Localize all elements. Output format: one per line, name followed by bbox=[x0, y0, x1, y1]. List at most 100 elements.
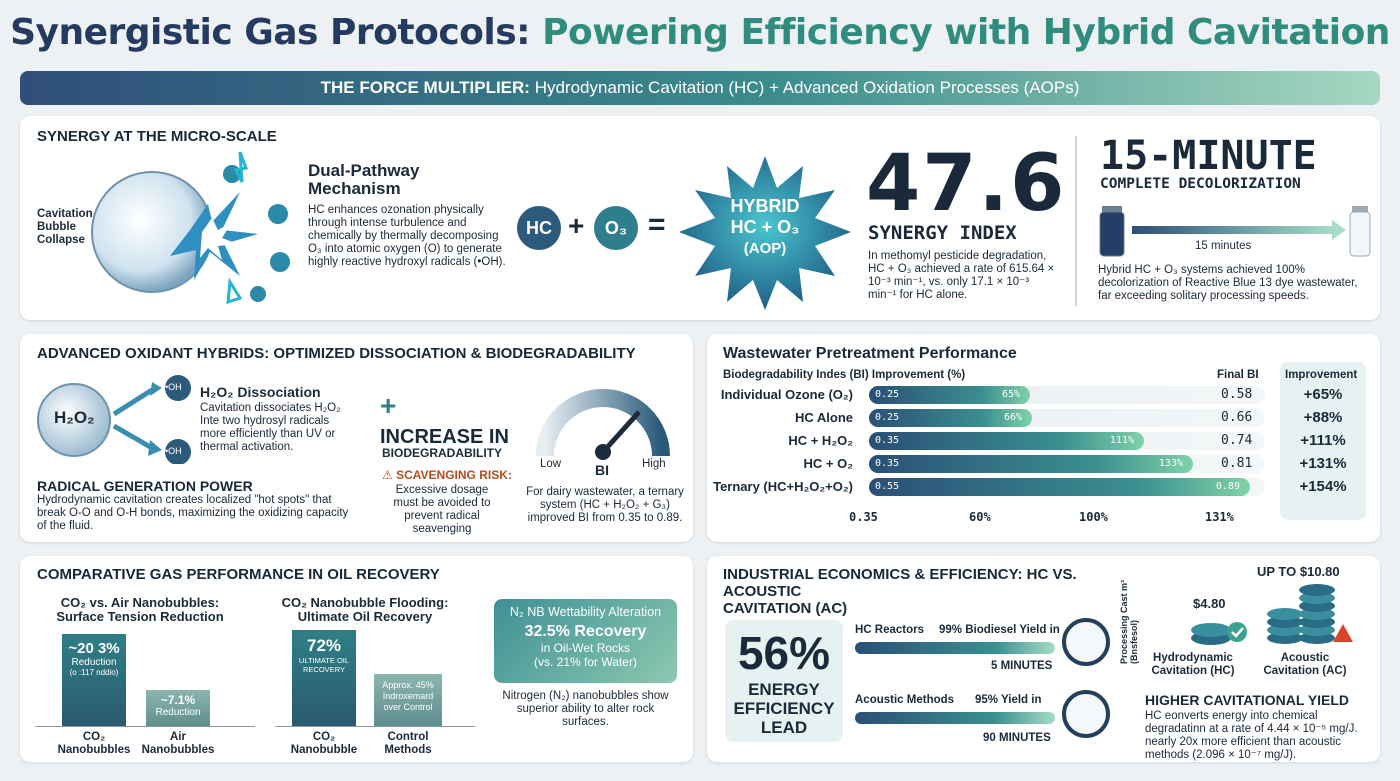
pretreat-final-bi: 0.58 bbox=[1221, 387, 1253, 402]
pretreat-improvement: +88% bbox=[1303, 409, 1343, 426]
c2-cat1: CO₂ Nanobubble bbox=[290, 731, 358, 756]
n2-line2: in Oil-Wet Rocks bbox=[540, 641, 631, 655]
c2-bar1-value: 72% bbox=[306, 636, 342, 655]
c1-bar-co2: ~20 3% Reduction (o :117 nddio) bbox=[62, 634, 126, 726]
oh-label-top: •OH bbox=[165, 382, 182, 392]
coin-stack-hc-icon bbox=[1191, 622, 1247, 645]
hc-circle: HC bbox=[517, 206, 561, 250]
pretreat-improvement: +65% bbox=[1303, 386, 1343, 403]
o3-circle: O₃ bbox=[594, 206, 638, 250]
banner-text: Hydrodynamic Cavitation (HC) + Advanced … bbox=[534, 78, 1080, 97]
hybrid-burst-icon bbox=[679, 156, 851, 310]
n2-line3: (vs. 21% for Water) bbox=[534, 655, 637, 669]
oxidant-title: ADVANCED OXIDANT HYBRIDS: OPTIMIZED DISS… bbox=[37, 345, 636, 362]
n2-title: N₂ NB Wettability Alteration bbox=[509, 605, 662, 619]
pretreat-title: Wastewater Pretreatment Performance bbox=[723, 345, 1017, 362]
pretreat-final-bi: 0.81 bbox=[1221, 456, 1253, 471]
pretreat-category: Individual Ozone (O₂) bbox=[720, 387, 853, 402]
banner: THE FORCE MULTIPLIER: Hydrodynamic Cavit… bbox=[20, 71, 1380, 105]
c2-title-l2: Ultimate Oil Recovery bbox=[297, 609, 433, 624]
ac-time: 90 MINUTES bbox=[983, 732, 1051, 744]
pretreat-panel: Wastewater Pretreatment Performance Biod… bbox=[707, 334, 1380, 542]
gauge-high: High bbox=[642, 458, 666, 470]
pretreat-bar: 0.35 111% bbox=[869, 432, 1144, 450]
col-improve: Improvement bbox=[1285, 369, 1358, 381]
pretreat-category: HC + H₂O₂ bbox=[788, 433, 853, 448]
hc-yield: 99% Biodiesel Yield in bbox=[939, 624, 1060, 636]
pretreat-bar-end: 0.89 bbox=[1215, 481, 1240, 492]
lead-l2: EFFICIENCY bbox=[733, 699, 835, 718]
hybrid-line3: (AOP) bbox=[743, 240, 787, 257]
title-part1: Synergistic Gas Protocols: bbox=[10, 12, 531, 53]
hc-time: 5 MINUTES bbox=[991, 660, 1053, 672]
mechanism-text: HC enhances ozonation physically through… bbox=[308, 204, 506, 268]
c2-baseline bbox=[275, 726, 475, 727]
c2-title-l1: CO₂ Nanobubble Flooding: bbox=[281, 595, 449, 610]
cost-hc-label: Hydrodynamic Cavitation (HC) bbox=[1151, 652, 1235, 677]
bubble-label: Cavitation Bubble Collapse bbox=[37, 208, 93, 246]
cost-ac-label: Acoustic Cavitation (AC) bbox=[1263, 652, 1347, 677]
mechanism-title: Dual-Pathway Mechanism bbox=[308, 161, 420, 198]
pretreat-bar-end: 133% bbox=[1158, 458, 1183, 469]
pretreat-axis-tick: 100% bbox=[1079, 510, 1108, 524]
pretreat-bar-start: 0.25 bbox=[875, 412, 900, 423]
pretreat-bar: 0.35 133% bbox=[869, 455, 1193, 473]
ac-yield: 95% Yield in bbox=[975, 694, 1042, 706]
c1-bar2-value: ~7.1% bbox=[160, 693, 196, 707]
c1-cat1: CO₂ Nanobubbles bbox=[57, 731, 131, 756]
col-final: Final BI bbox=[1217, 369, 1259, 381]
pretreat-bar-end: 111% bbox=[1109, 435, 1134, 446]
yield-title: HIGHER CAVITATIONAL YIELD bbox=[1145, 692, 1350, 708]
c2-bar-co2: 72% ULTIMATE OIL RECOVERY bbox=[292, 630, 356, 726]
pretreat-bar: 0.55 0.89 bbox=[869, 478, 1250, 496]
minute-text: Hybrid HC + O₃ systems achieved 100% dec… bbox=[1098, 264, 1358, 302]
oxidant-plus: + bbox=[380, 390, 397, 421]
n2-value: 32.5% Recovery bbox=[524, 623, 647, 640]
risk-text: Excessive dosage must be avoided to prev… bbox=[393, 484, 491, 535]
lead-value: 56% bbox=[737, 627, 831, 679]
c1-title: CO₂ vs. Air Nanobubbles: Surface Tension… bbox=[40, 596, 240, 624]
pretreat-improvement: +111% bbox=[1300, 432, 1346, 449]
arrow-label: 15 minutes bbox=[1195, 240, 1252, 252]
econ-panel: INDUSTRIAL ECONOMICS & EFFICIENCY: HC VS… bbox=[707, 556, 1380, 762]
pretreat-bar-start: 0.35 bbox=[875, 435, 900, 446]
stopwatch-icon-2 bbox=[1062, 690, 1110, 738]
hc-label: HC Reactors bbox=[855, 624, 925, 636]
pretreat-category: HC Alone bbox=[794, 410, 853, 425]
synergy-value: 47.6 bbox=[866, 139, 1067, 229]
c1-bar1-label: Reduction bbox=[71, 657, 117, 668]
yield-text: HC eonverts energy into chemical degrada… bbox=[1145, 710, 1358, 761]
lead-l3: LEAD bbox=[760, 718, 808, 737]
bi-gauge-icon bbox=[536, 389, 670, 460]
pretreat-bar-start: 0.55 bbox=[875, 481, 900, 492]
econ-title-l2: CAVITATION (AC) bbox=[723, 600, 848, 617]
h2o2-molecule-icon bbox=[37, 375, 191, 464]
c2-bar1-label: ULTIMATE OIL RECOVERY bbox=[298, 656, 350, 674]
pretreat-bar: 0.25 66% bbox=[869, 409, 1032, 427]
page-title: Synergistic Gas Protocols: Powering Effi… bbox=[0, 12, 1400, 53]
banner-bold: THE FORCE MULTIPLIER: bbox=[320, 78, 530, 97]
c1-title-l2: Surface Tension Reduction bbox=[56, 609, 224, 624]
dissociation-text: Cavitation dissociates H₂O₂ Inte two hyd… bbox=[200, 402, 341, 453]
eq-equals: = bbox=[648, 208, 666, 241]
oil-title: COMPARATIVE GAS PERFORMANCE IN OIL RECOV… bbox=[37, 566, 440, 583]
increase-sub: BIODEGRADABILITY bbox=[382, 446, 502, 460]
stopwatch-icon bbox=[1062, 618, 1110, 666]
pretreat-final-bi: 0.66 bbox=[1221, 410, 1253, 425]
col-label: Biodegradability Indes (BI) Improvement … bbox=[723, 369, 966, 381]
pretreat-bar-end: 66% bbox=[1003, 412, 1022, 423]
gauge-bi: BI bbox=[595, 462, 609, 478]
coin-stack-ac-icon bbox=[1267, 584, 1353, 644]
radical-text: Hydrodynamic cavitation creates localize… bbox=[37, 494, 349, 532]
synergy-label: SYNERGY INDEX bbox=[868, 222, 1017, 244]
micro-title: SYNERGY AT THE MICRO-SCALE bbox=[37, 128, 277, 145]
c2-cat2: Control Methods bbox=[384, 731, 432, 756]
pretreat-improvement: +131% bbox=[1299, 455, 1347, 472]
c1-bar-air: ~7.1% Reduction bbox=[146, 690, 210, 726]
econ-title: INDUSTRIAL ECONOMICS & EFFICIENCY: HC VS… bbox=[723, 566, 1143, 617]
c2-bar-control: Approx. 45% Indroxemard over Control bbox=[374, 674, 442, 726]
pretreat-bar-end: 65% bbox=[1001, 389, 1020, 400]
oil-panel: COMPARATIVE GAS PERFORMANCE IN OIL RECOV… bbox=[20, 556, 693, 762]
pretreat-final-bi: 0.74 bbox=[1221, 433, 1253, 448]
minute-sub: COMPLETE DECOLORIZATION bbox=[1100, 176, 1301, 192]
